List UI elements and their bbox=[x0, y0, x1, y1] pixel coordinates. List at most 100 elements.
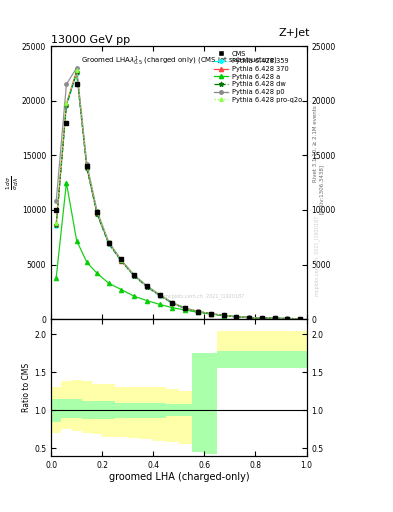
Pythia 6.428 a bbox=[119, 287, 124, 293]
Pythia 6.428 370 bbox=[84, 164, 89, 170]
Pythia 6.428 a bbox=[74, 238, 79, 244]
Pythia 6.428 359 bbox=[285, 315, 290, 322]
Pythia 6.428 pro-q2o bbox=[54, 220, 59, 226]
Pythia 6.428 dw bbox=[95, 210, 99, 217]
Pythia 6.428 pro-q2o bbox=[170, 300, 175, 306]
Pythia 6.428 p0 bbox=[234, 314, 239, 320]
Pythia 6.428 dw bbox=[183, 305, 187, 311]
Pythia 6.428 a bbox=[285, 315, 290, 322]
Pythia 6.428 p0 bbox=[285, 315, 290, 322]
Pythia 6.428 a bbox=[298, 316, 303, 322]
Pythia 6.428 pro-q2o bbox=[285, 315, 290, 322]
Pythia 6.428 359 bbox=[106, 241, 111, 247]
Pythia 6.428 359 bbox=[170, 300, 175, 306]
Line: Pythia 6.428 dw: Pythia 6.428 dw bbox=[54, 70, 303, 321]
Pythia 6.428 dw bbox=[234, 314, 239, 320]
Text: 13000 GeV pp: 13000 GeV pp bbox=[51, 35, 130, 45]
Pythia 6.428 dw bbox=[157, 292, 162, 298]
Pythia 6.428 pro-q2o bbox=[183, 305, 187, 311]
Pythia 6.428 359 bbox=[64, 103, 69, 109]
Line: Pythia 6.428 p0: Pythia 6.428 p0 bbox=[55, 66, 302, 321]
Pythia 6.428 359 bbox=[183, 306, 187, 312]
Pythia 6.428 359 bbox=[119, 258, 124, 264]
Pythia 6.428 a bbox=[208, 311, 213, 317]
Pythia 6.428 pro-q2o bbox=[74, 67, 79, 73]
Pythia 6.428 a bbox=[95, 270, 99, 276]
Pythia 6.428 a bbox=[221, 312, 226, 318]
Pythia 6.428 pro-q2o bbox=[145, 283, 149, 289]
Text: [arXiv:1306.3438]: [arXiv:1306.3438] bbox=[318, 164, 323, 215]
Pythia 6.428 dw bbox=[259, 315, 264, 321]
Pythia 6.428 359 bbox=[259, 315, 264, 321]
Pythia 6.428 pro-q2o bbox=[221, 312, 226, 318]
Pythia 6.428 359 bbox=[84, 165, 89, 172]
Pythia 6.428 p0 bbox=[196, 308, 200, 314]
X-axis label: groomed LHA (charged-only): groomed LHA (charged-only) bbox=[108, 472, 249, 482]
Pythia 6.428 370 bbox=[298, 315, 303, 322]
Pythia 6.428 359 bbox=[196, 309, 200, 315]
Pythia 6.428 p0 bbox=[74, 65, 79, 71]
Pythia 6.428 dw bbox=[74, 69, 79, 75]
CMS bbox=[221, 312, 226, 318]
Pythia 6.428 dw bbox=[145, 284, 149, 290]
Pythia 6.428 370 bbox=[221, 312, 226, 318]
Pythia 6.428 370 bbox=[132, 272, 136, 279]
Pythia 6.428 dw bbox=[84, 165, 89, 171]
Legend: CMS, Pythia 6.428 359, Pythia 6.428 370, Pythia 6.428 a, Pythia 6.428 dw, Pythia: CMS, Pythia 6.428 359, Pythia 6.428 370,… bbox=[212, 50, 303, 104]
Pythia 6.428 pro-q2o bbox=[106, 239, 111, 245]
Text: Z+Jet: Z+Jet bbox=[279, 28, 310, 38]
CMS bbox=[64, 119, 69, 125]
CMS bbox=[132, 272, 136, 279]
Y-axis label: Ratio to CMS: Ratio to CMS bbox=[22, 363, 31, 412]
Line: Pythia 6.428 a: Pythia 6.428 a bbox=[54, 181, 302, 321]
Pythia 6.428 p0 bbox=[183, 305, 187, 311]
Pythia 6.428 a bbox=[272, 315, 277, 322]
Pythia 6.428 a bbox=[132, 293, 136, 300]
Pythia 6.428 370 bbox=[247, 314, 252, 321]
Pythia 6.428 370 bbox=[208, 311, 213, 317]
Pythia 6.428 dw bbox=[170, 300, 175, 306]
Pythia 6.428 pro-q2o bbox=[119, 258, 124, 264]
Pythia 6.428 359 bbox=[74, 70, 79, 76]
Pythia 6.428 dw bbox=[247, 314, 252, 321]
Pythia 6.428 dw bbox=[106, 240, 111, 246]
Pythia 6.428 370 bbox=[119, 258, 124, 264]
CMS bbox=[285, 315, 290, 322]
Pythia 6.428 pro-q2o bbox=[234, 314, 239, 320]
Pythia 6.428 pro-q2o bbox=[247, 314, 252, 321]
Text: mcplots.cern.ch  2021_I1920187: mcplots.cern.ch 2021_I1920187 bbox=[164, 293, 244, 299]
CMS bbox=[54, 207, 59, 213]
Pythia 6.428 pro-q2o bbox=[157, 292, 162, 298]
Pythia 6.428 dw bbox=[298, 316, 303, 322]
Pythia 6.428 pro-q2o bbox=[272, 315, 277, 322]
Pythia 6.428 a bbox=[145, 297, 149, 304]
CMS bbox=[208, 311, 213, 317]
Pythia 6.428 p0 bbox=[84, 161, 89, 167]
Pythia 6.428 pro-q2o bbox=[95, 209, 99, 215]
CMS bbox=[234, 314, 239, 320]
Text: Groomed LHA$\lambda^{1}_{0.5}$ (charged only) (CMS jet substructure): Groomed LHA$\lambda^{1}_{0.5}$ (charged … bbox=[81, 54, 277, 68]
Pythia 6.428 p0 bbox=[54, 198, 59, 204]
Text: mcplots.cern.ch  2021_I1920187: mcplots.cern.ch 2021_I1920187 bbox=[314, 216, 320, 296]
Pythia 6.428 370 bbox=[95, 210, 99, 216]
Pythia 6.428 a bbox=[157, 302, 162, 308]
Pythia 6.428 p0 bbox=[157, 291, 162, 297]
Pythia 6.428 dw bbox=[132, 273, 136, 279]
Pythia 6.428 dw bbox=[64, 102, 69, 108]
Pythia 6.428 p0 bbox=[132, 272, 136, 278]
Pythia 6.428 370 bbox=[285, 315, 290, 322]
Pythia 6.428 p0 bbox=[298, 315, 303, 322]
Pythia 6.428 p0 bbox=[259, 315, 264, 321]
Pythia 6.428 a bbox=[170, 305, 175, 311]
Pythia 6.428 359 bbox=[54, 223, 59, 229]
Y-axis label: $\frac{1}{\sigma}\frac{d\sigma}{d\lambda}$: $\frac{1}{\sigma}\frac{d\sigma}{d\lambda… bbox=[4, 176, 20, 190]
CMS bbox=[183, 305, 187, 311]
Line: Pythia 6.428 pro-q2o: Pythia 6.428 pro-q2o bbox=[55, 69, 302, 321]
CMS bbox=[170, 300, 175, 306]
CMS bbox=[247, 314, 252, 321]
Pythia 6.428 a bbox=[247, 314, 252, 321]
Pythia 6.428 p0 bbox=[95, 208, 99, 214]
Pythia 6.428 p0 bbox=[64, 81, 69, 88]
Pythia 6.428 dw bbox=[272, 315, 277, 322]
Pythia 6.428 dw bbox=[221, 312, 226, 318]
